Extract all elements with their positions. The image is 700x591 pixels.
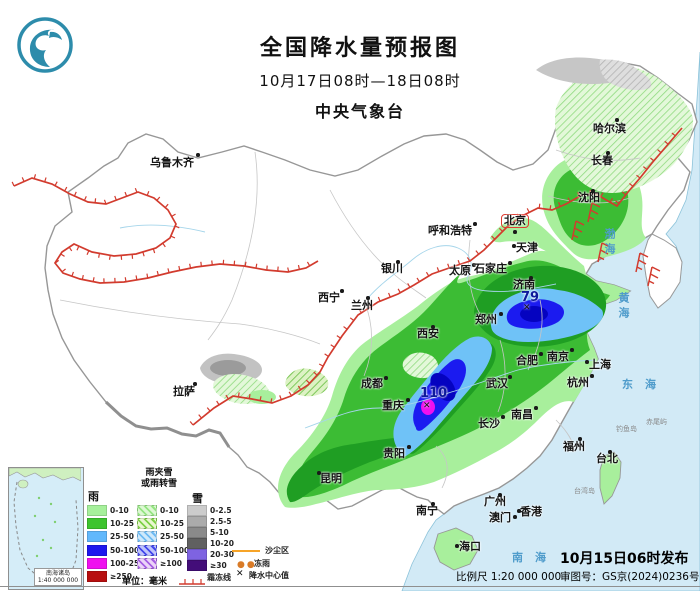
legend-swatch bbox=[137, 505, 157, 516]
precip-center-label: 降水中心值 bbox=[249, 571, 289, 580]
legend-row: 50-100 bbox=[87, 544, 144, 556]
legend-rain-column: 0-10 10-25 25-50 50-100 100-250 ≥250 bbox=[87, 505, 145, 582]
legend-value: 10-25 bbox=[110, 519, 134, 529]
legend-value: ≥250 bbox=[110, 571, 132, 581]
bottom-frame-line bbox=[0, 586, 700, 587]
approval-number: 审图号：GS京(2024)0236号 bbox=[560, 571, 700, 583]
legend-swatch bbox=[137, 544, 157, 556]
freezing-rain-icon: ●● bbox=[237, 560, 257, 570]
province-borders bbox=[59, 149, 641, 489]
legend-value: 0-10 bbox=[110, 506, 129, 515]
frost-line bbox=[11, 127, 683, 426]
inset-caption: 南海诸岛 1:40 000 000 bbox=[34, 568, 82, 586]
dust-area-label: 沙尘区 bbox=[265, 546, 289, 555]
legend-panel: 雨 雨夹雪 或雨转雪 雪 0-10 10-25 25-50 50-100 100-250… bbox=[84, 468, 316, 590]
southwest-border bbox=[104, 400, 231, 448]
legend-row: 10-25 bbox=[87, 518, 144, 530]
legend-swatch bbox=[187, 560, 207, 571]
legend-swatch bbox=[187, 516, 207, 527]
legend-swatch bbox=[87, 505, 107, 516]
legend-row: 10-20 bbox=[187, 538, 234, 549]
agency-name: 中央气象台 bbox=[314, 102, 405, 121]
precipitation-areas bbox=[200, 57, 694, 508]
legend-value: 10-25 bbox=[160, 519, 184, 529]
legend-row: 0-10 bbox=[87, 505, 144, 516]
forecast-period: 10月17日08时—18日08时 bbox=[259, 72, 461, 90]
legend-swatch bbox=[187, 527, 207, 538]
legend-swatch bbox=[187, 505, 207, 516]
legend-header-rain: 雨 bbox=[88, 490, 99, 503]
legend-value: 50-100 bbox=[160, 545, 190, 555]
legend-swatch bbox=[137, 531, 157, 543]
legend-row: 20-30 bbox=[187, 549, 234, 560]
precip-center-icon: ✕ bbox=[236, 569, 244, 579]
dust-area-icon bbox=[232, 550, 260, 552]
legend-row: ≥30 bbox=[187, 560, 234, 571]
legend-header-snow: 雪 bbox=[192, 492, 203, 505]
map-scale: 比例尺 1:20 000 000 bbox=[456, 571, 562, 583]
legend-swatch bbox=[87, 544, 107, 556]
south-china-sea-inset: 南海诸岛 1:40 000 000 bbox=[8, 467, 84, 590]
legend-row: 10-25 bbox=[137, 518, 189, 530]
wind-barb-icons bbox=[571, 202, 661, 287]
legend-value: 100-250 bbox=[110, 558, 145, 568]
legend-value: 5-10 bbox=[210, 528, 229, 537]
title-block: 全国降水量预报图 10月17日08时—18日08时 中央气象台 bbox=[190, 30, 530, 122]
legend-swatch bbox=[87, 557, 107, 569]
legend-swatch bbox=[137, 557, 157, 569]
legend-row: 2.5-5 bbox=[187, 516, 234, 527]
cma-logo bbox=[16, 16, 74, 78]
legend-value: ≥30 bbox=[210, 561, 227, 570]
legend-row: ≥250 bbox=[87, 570, 144, 582]
frost-line-icon bbox=[179, 579, 205, 585]
legend-header-sleet: 雨夹雪 或雨转雪 bbox=[140, 468, 177, 489]
legend-value: 25-50 bbox=[160, 532, 184, 542]
hainan-island bbox=[433, 527, 479, 571]
legend-value: 2.5-5 bbox=[210, 517, 232, 526]
legend-row: 0-10 bbox=[137, 505, 189, 516]
legend-row: 100-250 bbox=[87, 557, 145, 569]
legend-swatch bbox=[187, 549, 207, 560]
legend-row: ≥100 bbox=[137, 557, 189, 569]
legend-snow-column: 0-2.5 2.5-5 5-10 10-20 20-30 ≥30 bbox=[187, 505, 234, 571]
legend-row: 0-2.5 bbox=[187, 505, 234, 516]
legend-value: 25-50 bbox=[110, 532, 134, 542]
legend-row: 25-50 bbox=[87, 531, 144, 543]
page-title: 全国降水量预报图 bbox=[259, 36, 460, 61]
legend-swatch bbox=[87, 531, 107, 543]
legend-sleet-column: 0-10 10-25 25-50 50-100 ≥100 bbox=[137, 505, 190, 569]
legend-swatch bbox=[187, 538, 207, 549]
taiwan-island bbox=[599, 451, 622, 505]
korea-peninsula bbox=[642, 233, 683, 309]
legend-value: 10-20 bbox=[210, 539, 234, 548]
freezing-rain-label: 冻雨 bbox=[254, 559, 270, 568]
legend-value: 0-10 bbox=[160, 506, 179, 515]
legend-value: 0-2.5 bbox=[210, 506, 232, 515]
rivers bbox=[119, 224, 597, 429]
legend-row: 5-10 bbox=[187, 527, 234, 538]
legend-swatch bbox=[87, 518, 107, 530]
legend-swatch bbox=[137, 518, 157, 530]
legend-swatch bbox=[87, 570, 107, 582]
legend-row: 50-100 bbox=[137, 544, 190, 556]
legend-value: 50-100 bbox=[110, 545, 140, 555]
legend-value: 20-30 bbox=[210, 550, 234, 559]
legend-row: 25-50 bbox=[137, 531, 189, 543]
legend-value: ≥100 bbox=[160, 558, 182, 568]
frost-line-label: 霜冻线 bbox=[207, 573, 231, 582]
legend-unit: 单位：毫米 bbox=[122, 577, 168, 587]
release-time: 10月15日06时发布 bbox=[560, 551, 689, 567]
